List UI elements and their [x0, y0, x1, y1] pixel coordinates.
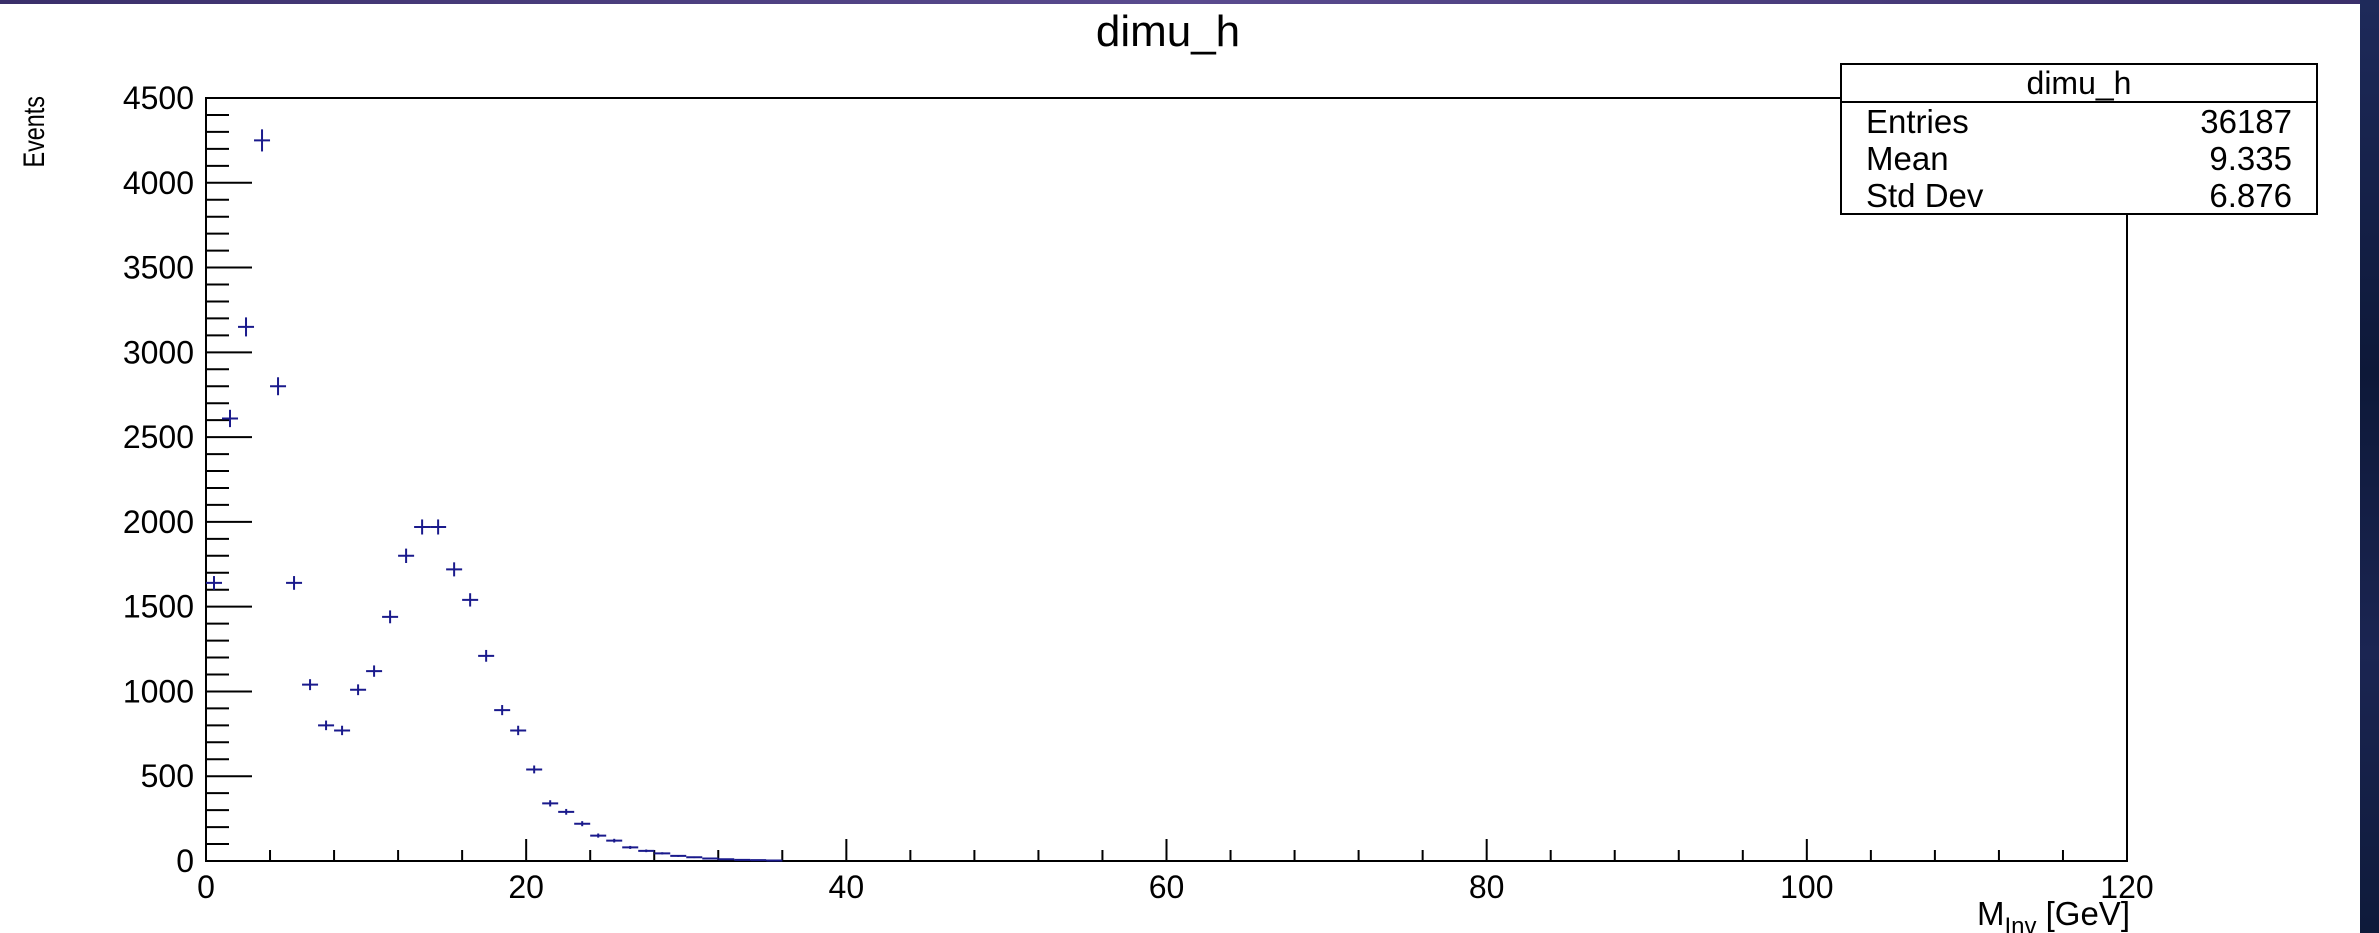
data-points [206, 129, 783, 862]
data-point [702, 857, 719, 860]
data-point [446, 562, 463, 577]
stats-value: 6.876 [2209, 177, 2292, 214]
data-point [222, 409, 239, 428]
data-point [334, 725, 351, 736]
x-axis-label: MInv [GeV] [1977, 895, 2130, 933]
x-tick-label: 120 [2100, 869, 2153, 905]
data-point [670, 854, 687, 857]
x-tick-label: 100 [1780, 869, 1833, 905]
x-tick-label: 80 [1469, 869, 1505, 905]
data-point [414, 519, 431, 535]
stats-label: Entries [1866, 103, 1969, 140]
data-point [318, 720, 335, 731]
y-tick-label: 3500 [123, 250, 194, 286]
data-point [622, 845, 639, 849]
right-background-strip [2360, 0, 2379, 933]
x-tick-label: 0 [197, 869, 215, 905]
data-point [526, 765, 543, 774]
data-point [366, 665, 383, 677]
data-point [686, 856, 703, 859]
data-point [590, 833, 607, 838]
data-point [718, 858, 735, 861]
data-point [286, 576, 303, 590]
top-border-strip [0, 0, 2379, 4]
y-tick-label: 0 [176, 843, 194, 879]
x-axis-label-unit: [GeV] [2036, 895, 2130, 932]
data-point [734, 858, 751, 861]
stats-box-title: dimu_h [1842, 65, 2316, 103]
plot-frame [205, 97, 2128, 862]
stats-row-entries: Entries 36187 [1842, 103, 2316, 140]
x-axis-label-subscript: Inv [2004, 913, 2036, 933]
data-point [462, 593, 479, 607]
data-point [382, 610, 399, 624]
stats-value: 9.335 [2209, 140, 2292, 177]
y-tick-label: 1500 [123, 589, 194, 625]
data-point [206, 576, 223, 590]
y-tick-label: 4500 [123, 80, 194, 116]
data-point [510, 725, 527, 736]
y-tick-label: 2000 [123, 504, 194, 540]
y-axis-label: Events [17, 96, 50, 168]
data-point [350, 684, 367, 696]
axis-tick-labels: 0 20 40 60 80 100 120 0 500 1000 1500 2000 2500 3000 3… [123, 80, 2154, 905]
axis-ticks [205, 97, 2128, 862]
x-tick-label: 60 [1149, 869, 1185, 905]
stats-label: Mean [1866, 140, 1949, 177]
chart-title: dimu_h [1096, 7, 1240, 56]
y-tick-label: 4000 [123, 165, 194, 201]
data-point [254, 129, 271, 152]
data-point [606, 838, 623, 843]
x-tick-label: 40 [829, 869, 865, 905]
data-point [398, 548, 415, 563]
stats-box: dimu_h Entries 36187 Mean 9.335 Std Dev … [1840, 63, 2318, 215]
y-tick-label: 3000 [123, 334, 194, 370]
data-point [542, 800, 559, 807]
x-tick-label: 20 [508, 869, 544, 905]
y-tick-label: 500 [141, 758, 194, 794]
y-tick-label: 2500 [123, 419, 194, 455]
data-point [478, 649, 495, 662]
stats-label: Std Dev [1866, 177, 1984, 214]
data-point [654, 852, 671, 855]
stats-row-mean: Mean 9.335 [1842, 140, 2316, 177]
stats-value: 36187 [2200, 103, 2292, 140]
data-point [638, 849, 655, 853]
stats-row-std-dev: Std Dev 6.876 [1842, 177, 2316, 214]
data-point [238, 317, 255, 337]
y-tick-label: 1000 [123, 673, 194, 709]
data-point [766, 859, 783, 862]
data-point [430, 519, 447, 535]
data-point [558, 808, 575, 815]
data-point [750, 859, 767, 862]
x-axis-label-main: M [1977, 895, 2005, 932]
data-point [270, 377, 287, 396]
data-point [302, 679, 319, 691]
data-point [574, 821, 591, 827]
plot-area-border [205, 97, 2128, 862]
data-point [494, 705, 511, 716]
